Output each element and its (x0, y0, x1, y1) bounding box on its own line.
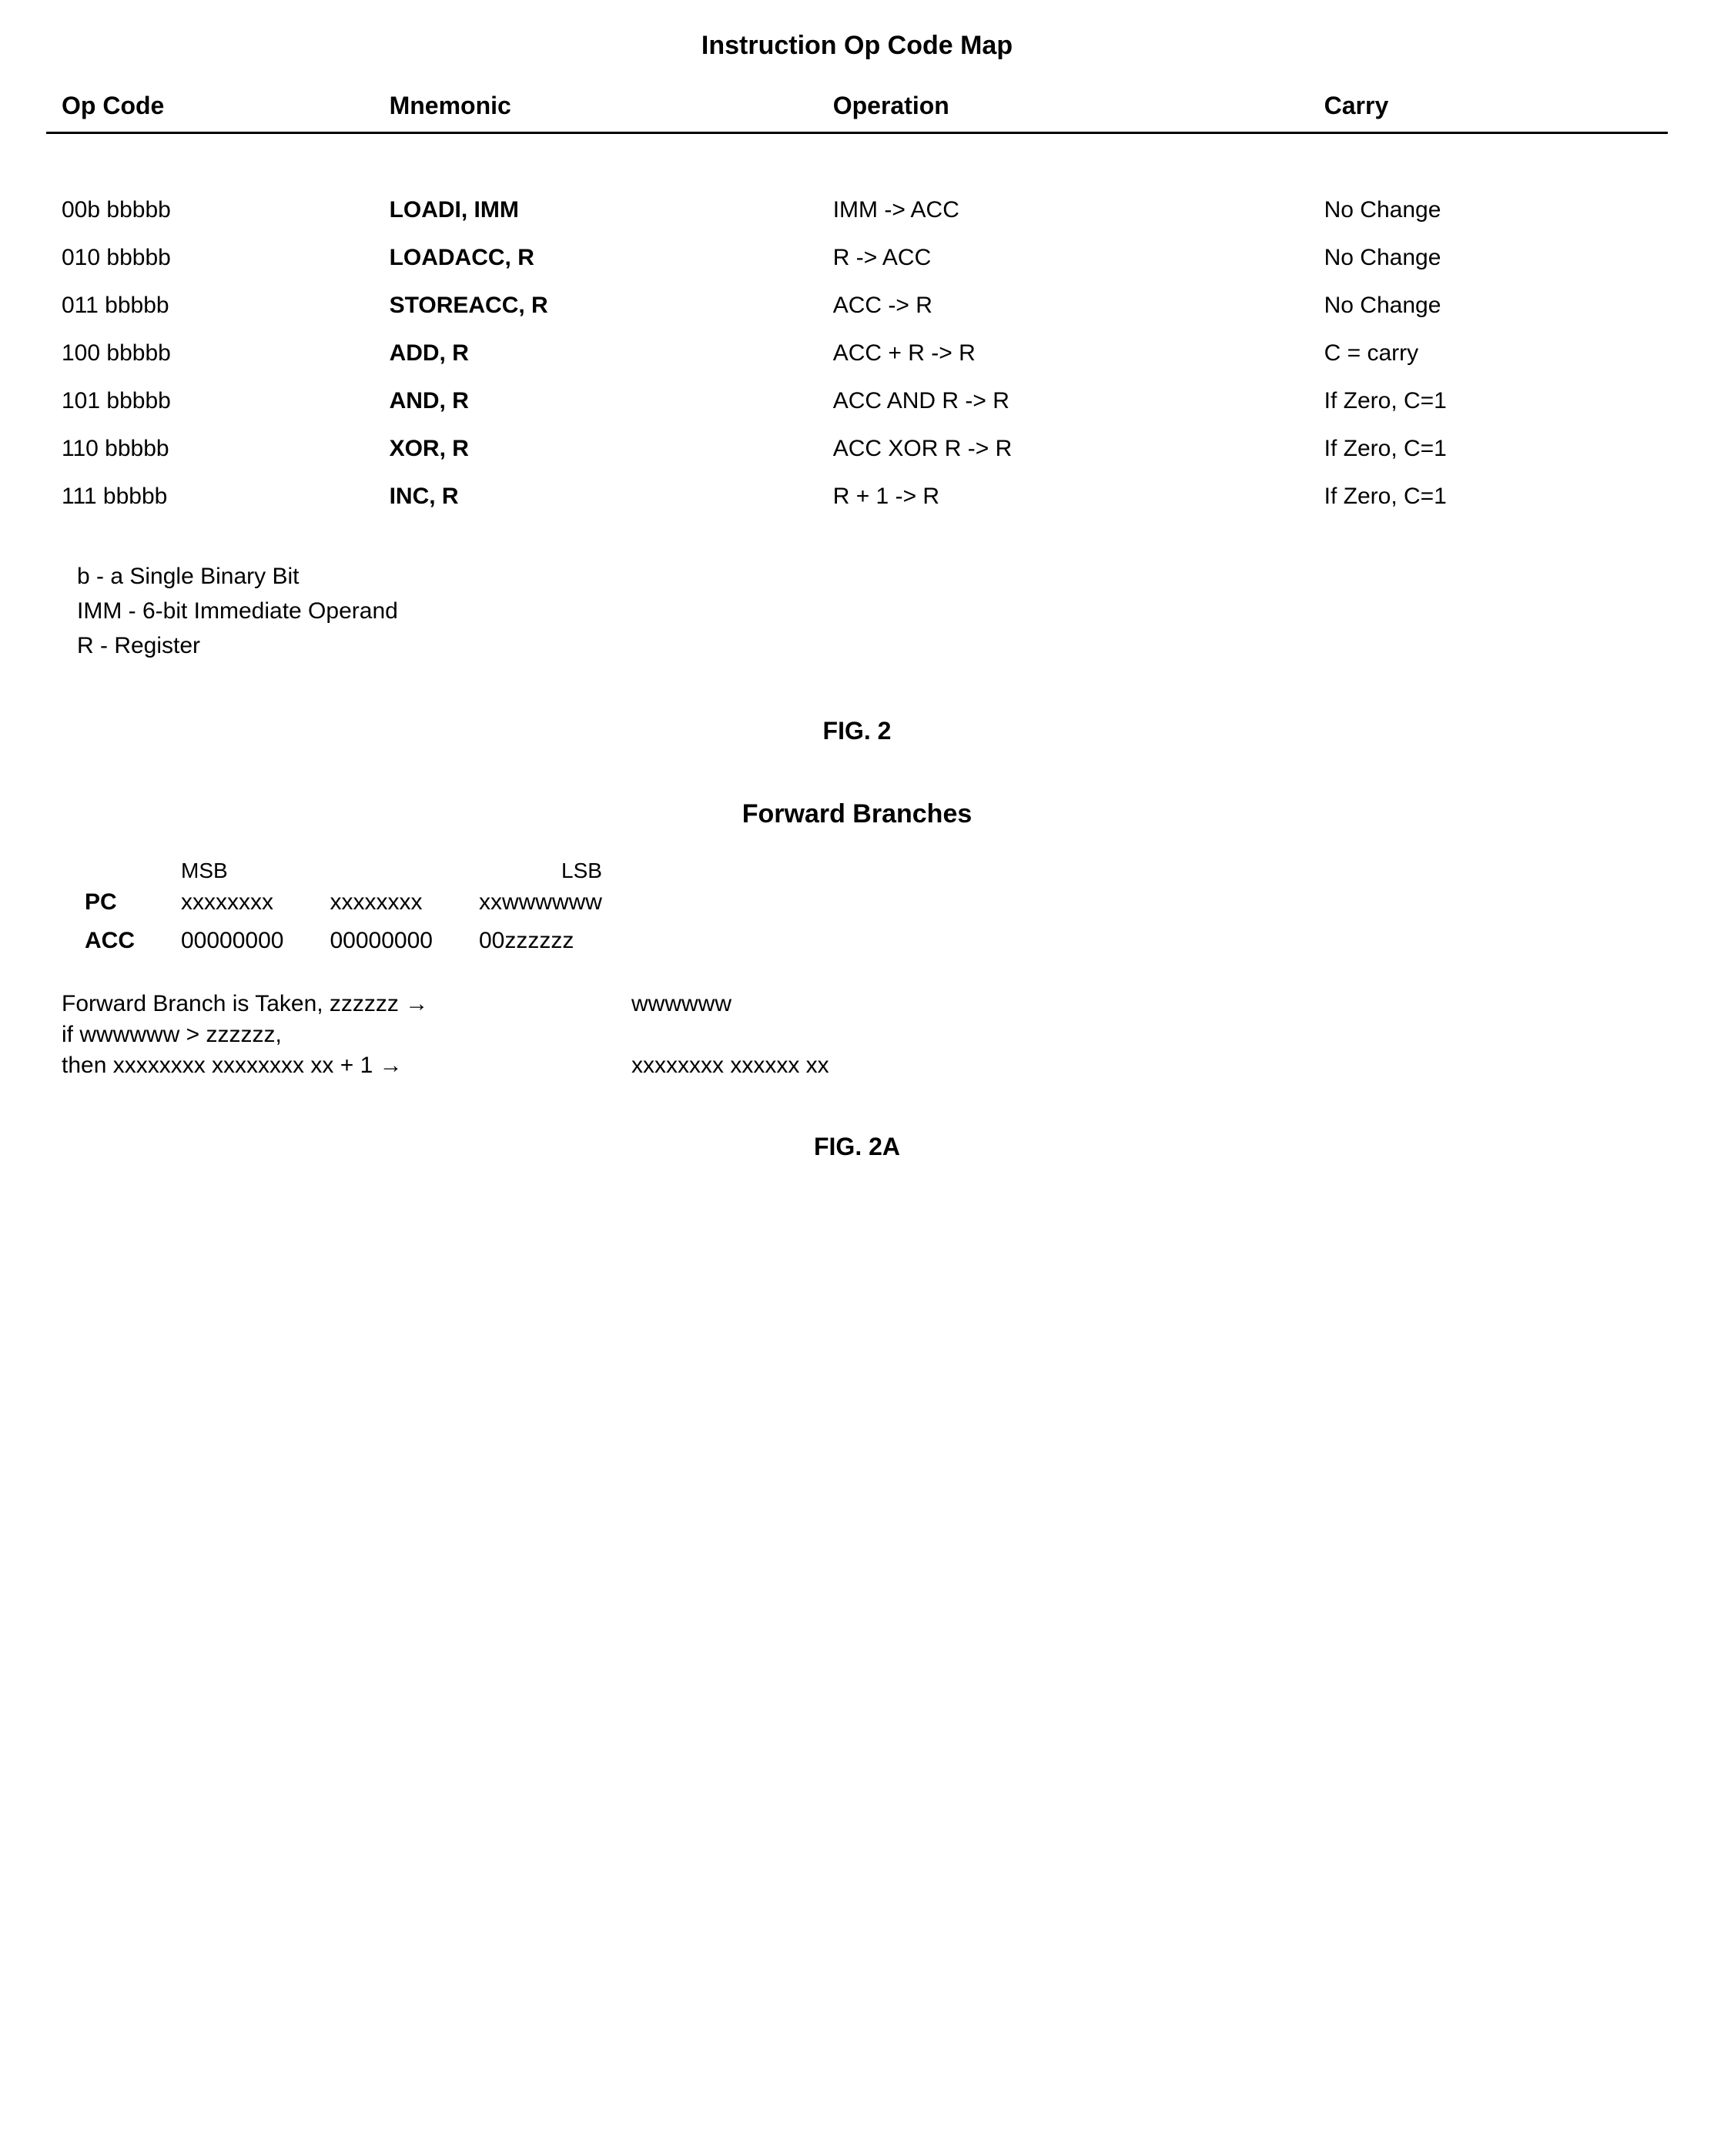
pc-label: PC (62, 883, 158, 922)
cell-opcode: 101 bbbbb (46, 377, 374, 425)
cell-carry: No Change (1309, 234, 1668, 282)
cell-operation: R -> ACC (818, 234, 1309, 282)
cell-operation: R + 1 -> R (818, 473, 1309, 521)
figure-label: FIG. 2A (46, 1133, 1668, 1161)
explain-line2-left: if wwwwww > zzzzzz, (62, 1022, 616, 1048)
explain-line1-left: Forward Branch is Taken, zzzzzz → (62, 991, 616, 1017)
explain-line3-right: xxxxxxxx xxxxxx xx (631, 1053, 829, 1079)
table-row: 00b bbbbb LOADI, IMM IMM -> ACC No Chang… (46, 186, 1668, 234)
cell-operation: IMM -> ACC (818, 186, 1309, 234)
cell-carry: No Change (1309, 282, 1668, 330)
cell-carry: If Zero, C=1 (1309, 377, 1668, 425)
msb-label: MSB (158, 852, 306, 883)
cell-opcode: 011 bbbbb (46, 282, 374, 330)
cell-opcode: 00b bbbbb (46, 186, 374, 234)
acc-byte1: 00000000 (306, 922, 455, 960)
col-opcode: Op Code (46, 84, 374, 133)
pc-byte2: xxwwwwww (456, 883, 625, 922)
cell-operation: ACC -> R (818, 282, 1309, 330)
legend-line: R - Register (77, 628, 1668, 663)
cell-mnemonic: AND, R (374, 377, 818, 425)
legend-line: b - a Single Binary Bit (77, 559, 1668, 594)
cell-mnemonic: ADD, R (374, 330, 818, 377)
explain-line1-right: wwwwww (631, 991, 731, 1017)
forward-branches-title: Forward Branches (46, 799, 1668, 829)
pc-byte1: xxxxxxxx (306, 883, 455, 922)
cell-opcode: 110 bbbbb (46, 425, 374, 473)
cell-opcode: 010 bbbbb (46, 234, 374, 282)
branch-explanation: Forward Branch is Taken, zzzzzz → wwwwww… (62, 991, 1668, 1079)
figure-label: FIG. 2 (46, 717, 1668, 745)
opcode-map-title: Instruction Op Code Map (46, 31, 1668, 61)
acc-byte0: 00000000 (158, 922, 306, 960)
legend-line: IMM - 6-bit Immediate Operand (77, 594, 1668, 628)
branches-table: MSB LSB PC xxxxxxxx xxxxxxxx xxwwwwww AC… (62, 852, 625, 960)
cell-operation: ACC AND R -> R (818, 377, 1309, 425)
cell-carry: If Zero, C=1 (1309, 473, 1668, 521)
acc-byte2: 00zzzzzz (456, 922, 625, 960)
explain-line3-left: then xxxxxxxx xxxxxxxx xx + 1 → (62, 1053, 616, 1079)
acc-row: ACC 00000000 00000000 00zzzzzz (62, 922, 625, 960)
table-row: 110 bbbbb XOR, R ACC XOR R -> R If Zero,… (46, 425, 1668, 473)
acc-label: ACC (62, 922, 158, 960)
legend: b - a Single Binary Bit IMM - 6-bit Imme… (77, 559, 1668, 663)
cell-operation: ACC XOR R -> R (818, 425, 1309, 473)
col-operation: Operation (818, 84, 1309, 133)
cell-opcode: 111 bbbbb (46, 473, 374, 521)
spacer-row (46, 133, 1668, 187)
cell-carry: If Zero, C=1 (1309, 425, 1668, 473)
col-mnemonic: Mnemonic (374, 84, 818, 133)
cell-mnemonic: LOADI, IMM (374, 186, 818, 234)
cell-operation: ACC + R -> R (818, 330, 1309, 377)
cell-mnemonic: INC, R (374, 473, 818, 521)
table-row: 011 bbbbb STOREACC, R ACC -> R No Change (46, 282, 1668, 330)
bit-labels-row: MSB LSB (62, 852, 625, 883)
lsb-label: LSB (456, 852, 625, 883)
table-row: 101 bbbbb AND, R ACC AND R -> R If Zero,… (46, 377, 1668, 425)
cell-opcode: 100 bbbbb (46, 330, 374, 377)
cell-mnemonic: STOREACC, R (374, 282, 818, 330)
pc-row: PC xxxxxxxx xxxxxxxx xxwwwwww (62, 883, 625, 922)
cell-mnemonic: XOR, R (374, 425, 818, 473)
cell-carry: No Change (1309, 186, 1668, 234)
cell-carry: C = carry (1309, 330, 1668, 377)
pc-byte0: xxxxxxxx (158, 883, 306, 922)
cell-mnemonic: LOADACC, R (374, 234, 818, 282)
table-row: 010 bbbbb LOADACC, R R -> ACC No Change (46, 234, 1668, 282)
table-row: 100 bbbbb ADD, R ACC + R -> R C = carry (46, 330, 1668, 377)
table-row: 111 bbbbb INC, R R + 1 -> R If Zero, C=1 (46, 473, 1668, 521)
col-carry: Carry (1309, 84, 1668, 133)
opcode-table: Op Code Mnemonic Operation Carry 00b bbb… (46, 84, 1668, 521)
opcode-table-header-row: Op Code Mnemonic Operation Carry (46, 84, 1668, 133)
